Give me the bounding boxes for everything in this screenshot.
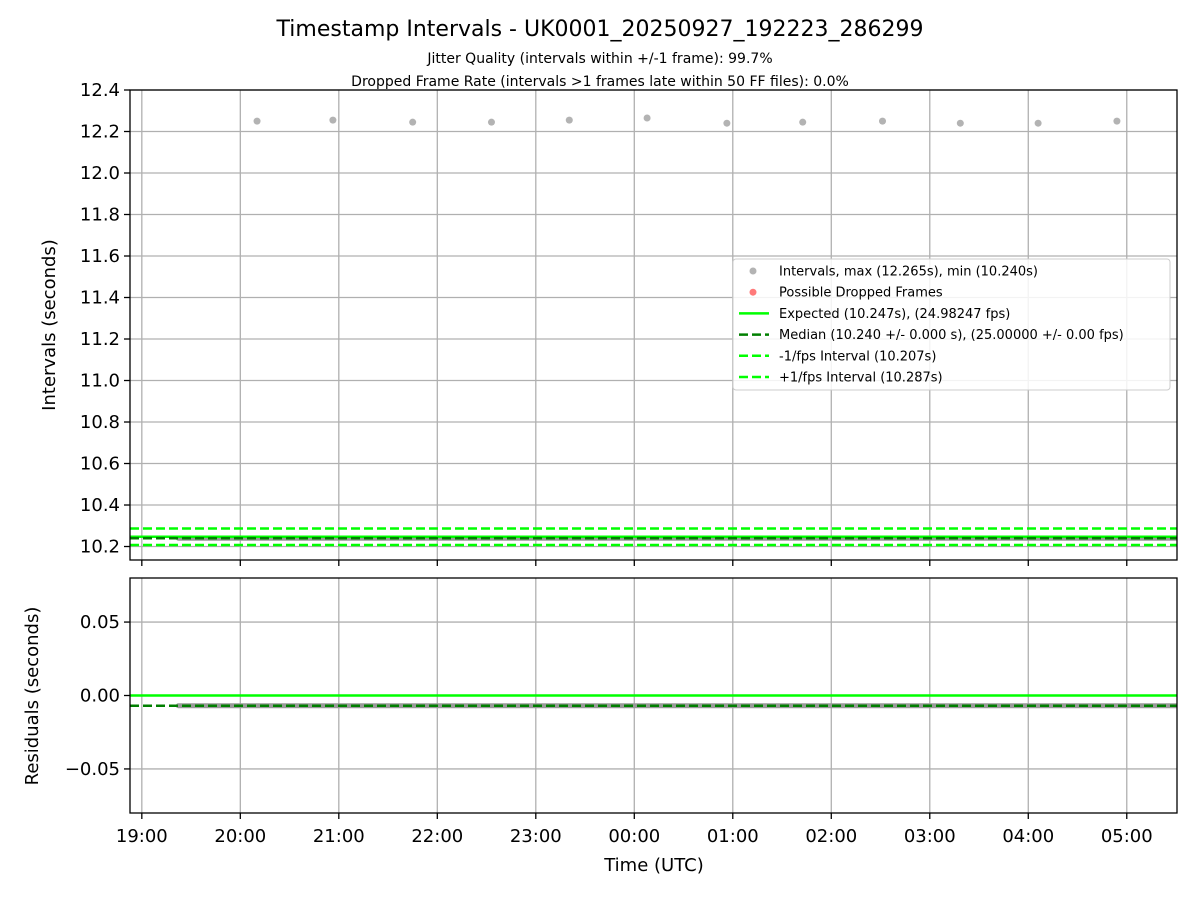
interval-point <box>409 118 417 126</box>
y-tick-label: 11.4 <box>80 288 120 309</box>
interval-point <box>487 118 495 126</box>
top-y-axis-label: Intervals (seconds) <box>39 239 60 411</box>
legend-box <box>732 258 1171 391</box>
y-tick-label: 0.00 <box>80 686 120 707</box>
legend-marker <box>749 267 757 275</box>
chart-subtitle-jitter: Jitter Quality (intervals within +/-1 fr… <box>426 51 772 67</box>
interval-point <box>956 119 964 127</box>
y-tick-label: 12.4 <box>80 80 120 101</box>
axes-frame <box>129 89 1178 561</box>
interval-point <box>1034 119 1042 127</box>
legend-label: Intervals, max (12.265s), min (10.240s) <box>779 265 1038 280</box>
y-tick-label: 0.05 <box>80 612 120 633</box>
plot-area <box>130 114 1177 547</box>
axes-frame <box>129 577 1178 814</box>
legend-label: Expected (10.247s), (24.98247 fps) <box>779 307 1010 322</box>
y-tick-label: 11.6 <box>80 246 120 267</box>
interval-point <box>329 116 337 124</box>
x-tick-label: 20:00 <box>214 826 266 847</box>
chart-subtitle-dropped: Dropped Frame Rate (intervals >1 frames … <box>351 74 849 90</box>
bottom-y-axis-label: Residuals (seconds) <box>22 607 43 786</box>
legend-label: Median (10.240 +/- 0.000 s), (25.00000 +… <box>779 328 1124 343</box>
legend-marker <box>749 288 757 296</box>
y-tick-label: 11.8 <box>80 205 120 226</box>
intervals-axes: 10.2 10.4 10.6 10.8 11.0 11.2 11.4 11.6 11.8 12.0… <box>80 80 1178 566</box>
chart-title: Timestamp Intervals - UK0001_20250927_19… <box>276 17 924 42</box>
x-axis-label: Time (UTC) <box>603 855 704 876</box>
legend-label: +1/fps Interval (10.287s) <box>779 371 943 386</box>
interval-point <box>799 118 807 126</box>
y-tick-label: −0.05 <box>65 759 120 780</box>
x-tick-label: 01:00 <box>707 826 759 847</box>
x-tick-label: 23:00 <box>510 826 562 847</box>
y-tick-label: 11.2 <box>80 329 120 350</box>
residuals-axes: 19:00 20:00 21:00 22:00 23:00 00:00 01:00 02:00… <box>65 577 1178 847</box>
x-tick-label: 05:00 <box>1101 826 1153 847</box>
interval-point <box>723 119 731 127</box>
x-tick-label: 22:00 <box>411 826 463 847</box>
x-tick-label: 02:00 <box>805 826 857 847</box>
interval-point <box>643 114 651 122</box>
y-tick-label: 12.0 <box>80 163 120 184</box>
interval-point <box>253 117 261 125</box>
y-tick-label: 10.2 <box>80 537 120 558</box>
legend: Intervals, max (12.265s), min (10.240s) P… <box>732 258 1171 391</box>
interval-point <box>565 116 573 124</box>
x-tick-label: 04:00 <box>1002 826 1054 847</box>
y-tick-label: 10.8 <box>80 412 120 433</box>
legend-label: Possible Dropped Frames <box>779 286 943 301</box>
y-tick-label: 12.2 <box>80 122 120 143</box>
y-tick-label: 10.6 <box>80 454 120 475</box>
interval-point <box>1113 117 1121 125</box>
y-tick-label: 10.4 <box>80 495 120 516</box>
x-tick-label: 21:00 <box>313 826 365 847</box>
x-tick-label: 03:00 <box>904 826 956 847</box>
legend-label: -1/fps Interval (10.207s) <box>779 349 936 364</box>
x-tick-label: 19:00 <box>116 826 168 847</box>
x-tick-label: 00:00 <box>608 826 660 847</box>
interval-point <box>879 117 887 125</box>
plot-area <box>130 694 1177 709</box>
y-tick-label: 11.0 <box>80 371 120 392</box>
